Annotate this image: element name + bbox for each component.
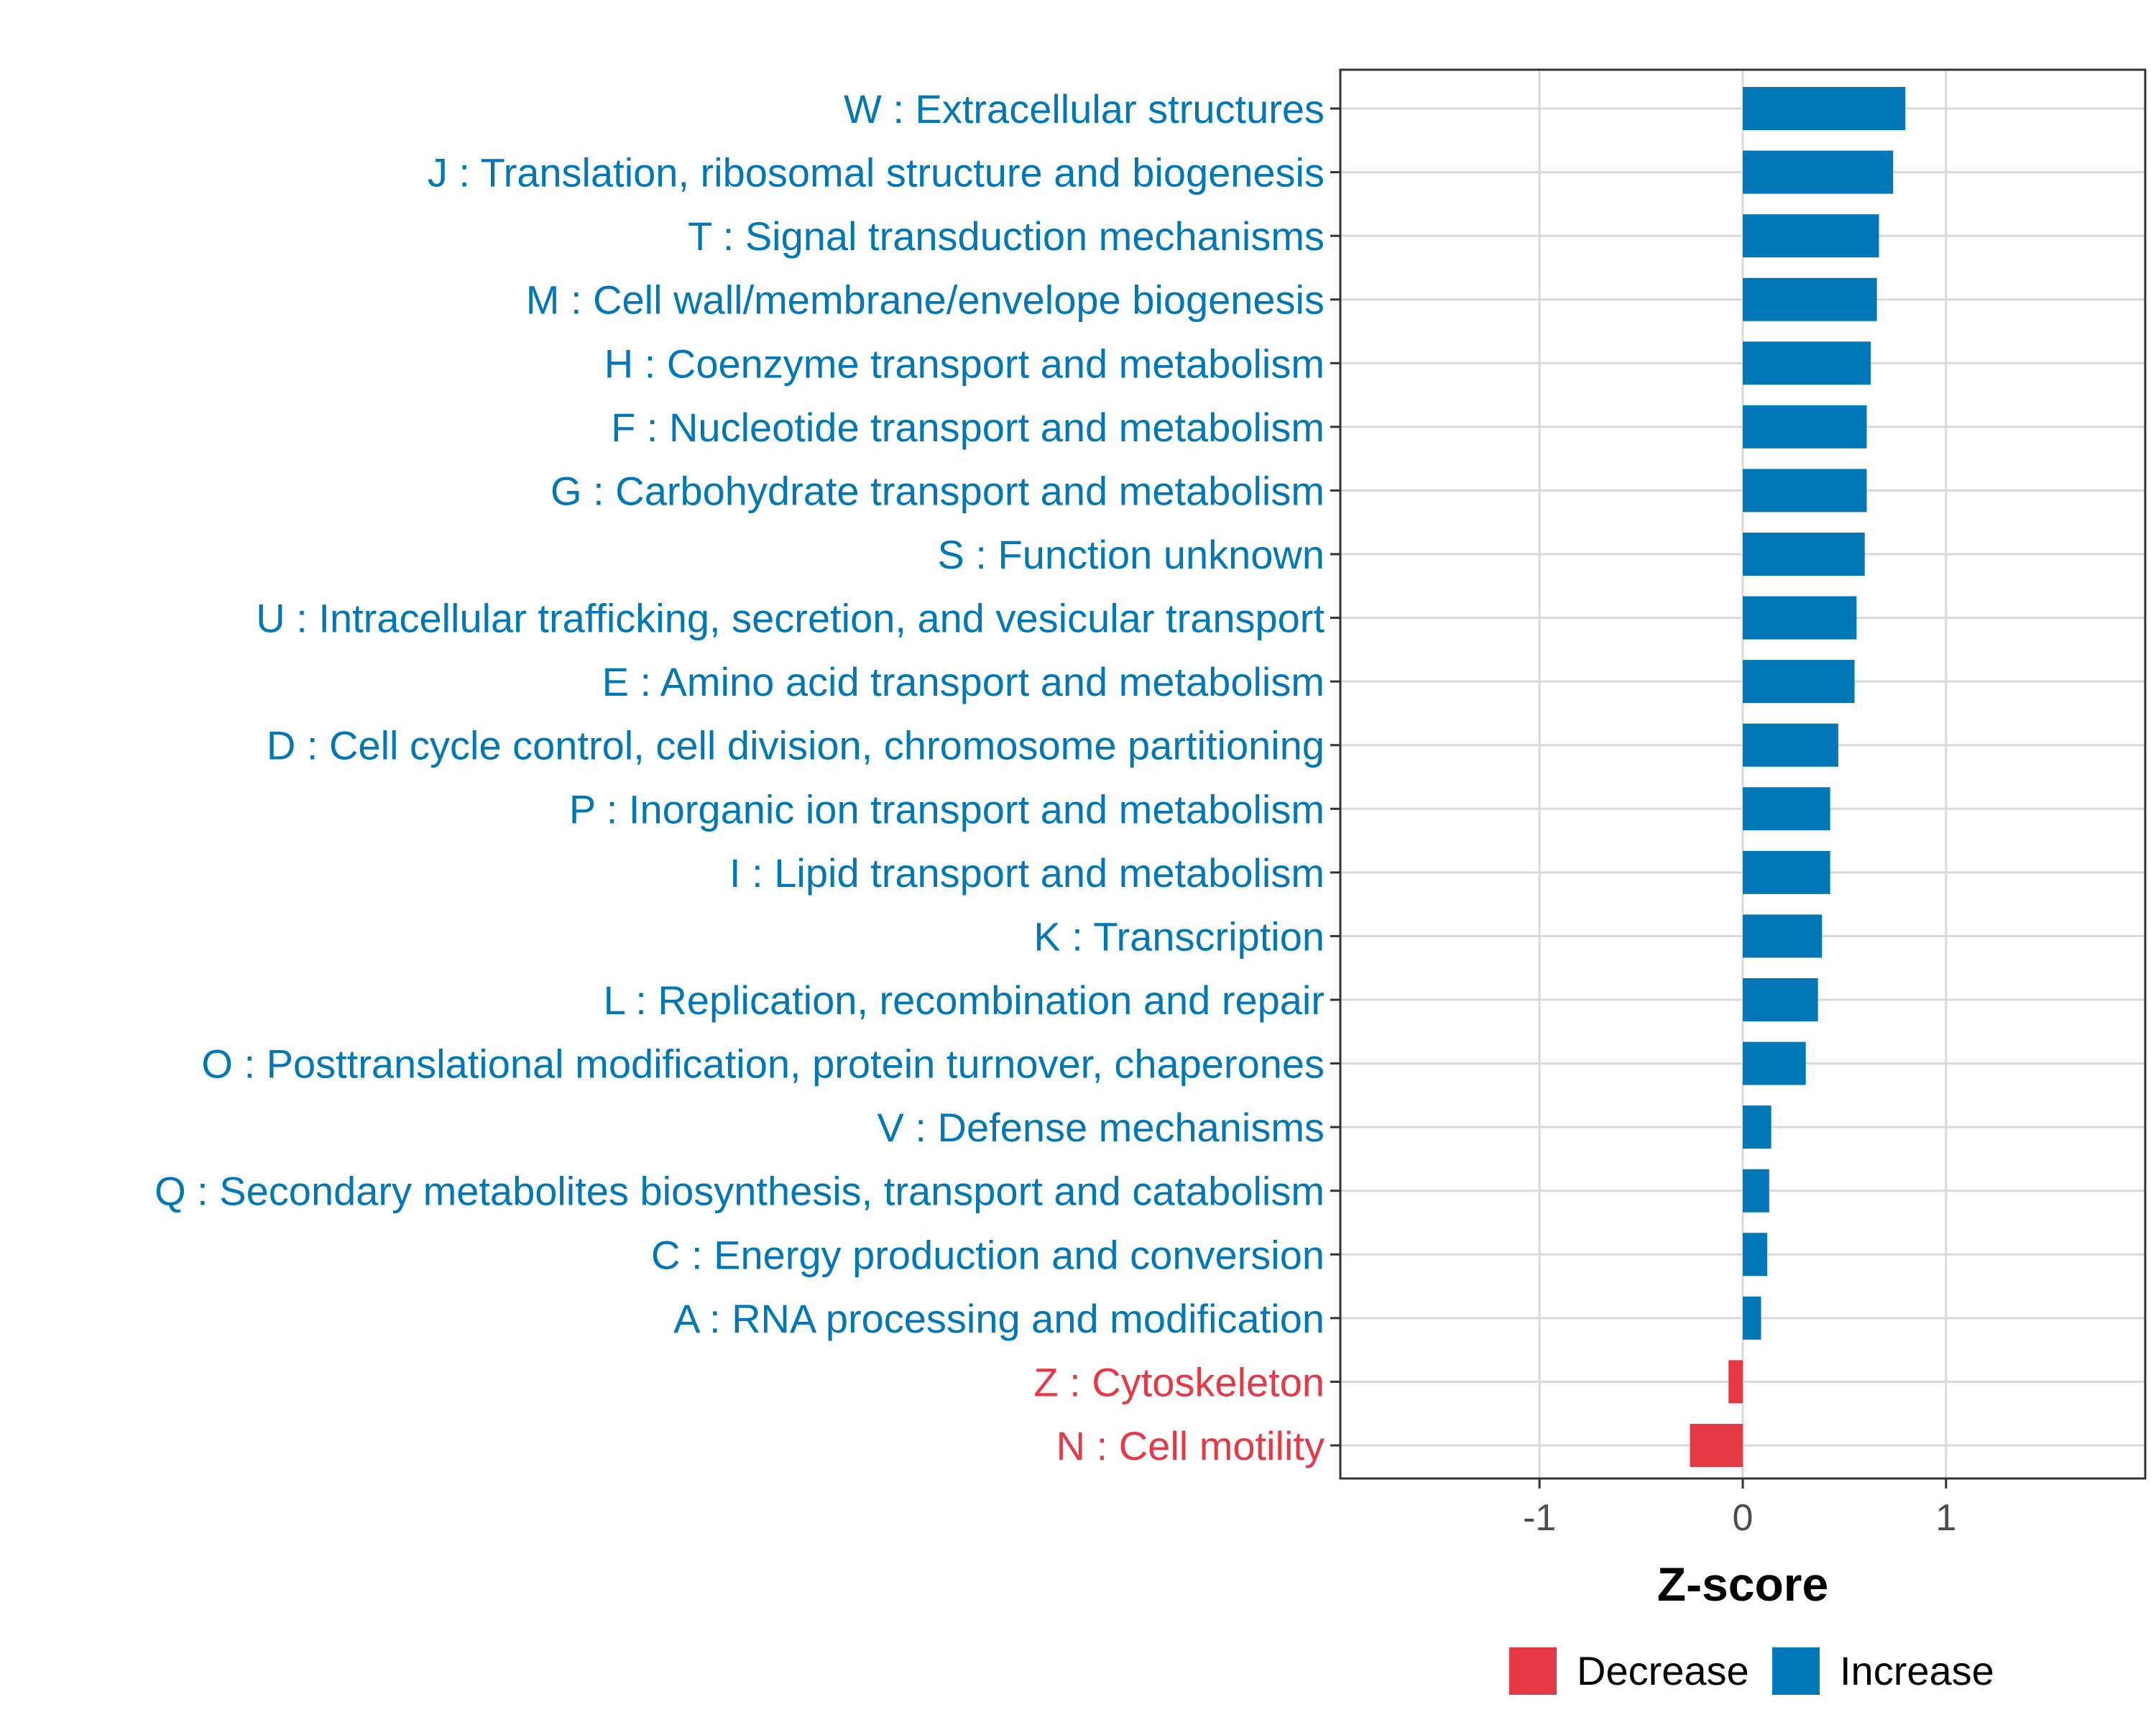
bar [1743, 214, 1879, 258]
legend-swatch-decrease [1509, 1647, 1557, 1695]
category-label: F : Nucleotide transport and metabolism [611, 405, 1325, 450]
bar [1743, 1105, 1772, 1149]
axis-layer: -1 0 1 [1330, 68, 2147, 1539]
x-tick-label: 1 [1935, 1497, 1956, 1539]
category-label-layer: W : Extracellular structures J : Translat… [155, 86, 1325, 1468]
bar [1743, 150, 1894, 194]
category-label: G : Carbohydrate transport and metabolis… [550, 468, 1325, 513]
category-label: H : Coenzyme transport and metabolism [604, 341, 1325, 386]
bar [1743, 596, 1857, 640]
category-label: E : Amino acid transport and metabolism [602, 659, 1325, 704]
legend: Decrease Increase [1509, 1647, 1994, 1695]
category-label: P : Inorganic ion transport and metaboli… [569, 786, 1325, 832]
bar [1743, 660, 1855, 704]
bar [1743, 341, 1871, 385]
category-label: Q : Secondary metabolites biosynthesis, … [155, 1169, 1325, 1214]
category-label: K : Transcription [1033, 914, 1325, 959]
category-label: Z : Cytoskeleton [1033, 1359, 1325, 1404]
category-label: W : Extracellular structures [844, 86, 1325, 132]
category-label: C : Energy production and conversion [651, 1232, 1325, 1277]
category-label: J : Translation, ribosomal structure and… [428, 150, 1325, 196]
x-axis-title: Z-score [1657, 1558, 1828, 1611]
category-label: O : Posttranslational modification, prot… [201, 1041, 1325, 1087]
bar [1743, 850, 1830, 894]
bar [1743, 87, 1906, 130]
category-label: N : Cell motility [1056, 1423, 1325, 1468]
bar [1743, 1169, 1769, 1213]
category-label: D : Cell cycle control, cell division, c… [267, 723, 1325, 768]
bar [1743, 1233, 1767, 1276]
bar [1743, 533, 1865, 576]
category-label: U : Intracellular trafficking, secretion… [256, 596, 1325, 641]
bar [1743, 1041, 1806, 1085]
x-tick-label: 0 [1733, 1497, 1754, 1539]
bar [1690, 1424, 1743, 1467]
category-label: I : Lipid transport and metabolism [729, 850, 1325, 896]
legend-label-increase: Increase [1840, 1648, 1994, 1693]
category-label: M : Cell wall/membrane/envelope biogenes… [526, 277, 1325, 323]
bar-layer [1690, 87, 1906, 1467]
category-label: S : Function unknown [937, 532, 1325, 577]
bar [1743, 723, 1838, 767]
bar [1743, 787, 1830, 831]
x-tick-label: -1 [1523, 1497, 1556, 1539]
bar [1743, 469, 1867, 512]
legend-swatch-increase [1772, 1647, 1820, 1695]
bar [1743, 405, 1867, 448]
bar [1743, 978, 1818, 1021]
category-label: V : Defense mechanisms [877, 1105, 1325, 1150]
category-label: A : RNA processing and modification [673, 1296, 1325, 1341]
bar [1728, 1360, 1743, 1404]
category-label: T : Signal transduction mechanisms [688, 213, 1325, 259]
category-label: L : Replication, recombination and repai… [604, 978, 1325, 1023]
bar [1743, 277, 1877, 321]
bar [1743, 1296, 1761, 1340]
bar [1743, 914, 1823, 958]
legend-label-decrease: Decrease [1577, 1648, 1749, 1693]
